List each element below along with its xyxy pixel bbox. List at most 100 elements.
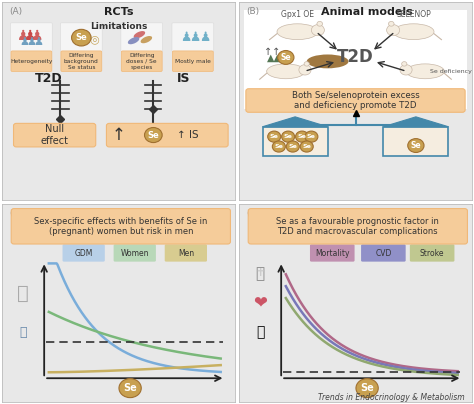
Text: Se: Se (147, 130, 159, 139)
Text: ◎: ◎ (89, 35, 99, 44)
Text: Men: Men (178, 248, 194, 257)
Text: ♟: ♟ (27, 37, 36, 46)
Ellipse shape (277, 24, 318, 40)
Circle shape (278, 50, 294, 64)
FancyBboxPatch shape (60, 23, 102, 51)
FancyBboxPatch shape (114, 244, 156, 262)
Ellipse shape (406, 64, 444, 79)
Text: ↑: ↑ (111, 126, 126, 144)
FancyBboxPatch shape (14, 123, 96, 147)
Text: Se as a favourable prognostic factor in
T2D and macrovascular complications: Se as a favourable prognostic factor in … (276, 217, 439, 236)
FancyBboxPatch shape (173, 51, 213, 72)
FancyBboxPatch shape (121, 51, 162, 72)
Text: Mortality: Mortality (315, 248, 349, 257)
Text: Null
effect: Null effect (41, 124, 69, 146)
Text: Se: Se (281, 53, 291, 62)
Text: ✝: ✝ (255, 268, 265, 278)
Text: (C): (C) (9, 209, 23, 218)
Text: ♟: ♟ (31, 29, 44, 43)
Polygon shape (263, 117, 328, 127)
FancyBboxPatch shape (172, 23, 214, 51)
Circle shape (145, 128, 162, 143)
Text: Se: Se (284, 134, 292, 139)
Circle shape (273, 141, 285, 152)
Text: Animal models: Animal models (321, 7, 413, 17)
Text: Differing
doses / Se
species: Differing doses / Se species (127, 53, 157, 69)
FancyBboxPatch shape (11, 208, 230, 244)
Text: (D): (D) (246, 209, 260, 218)
Ellipse shape (141, 36, 152, 43)
FancyBboxPatch shape (244, 10, 467, 109)
FancyBboxPatch shape (310, 244, 355, 262)
Text: Differing
background
Se status: Differing background Se status (64, 53, 99, 69)
Circle shape (286, 141, 299, 152)
Text: Mostly male: Mostly male (175, 59, 211, 64)
Text: SELENOP: SELENOP (396, 11, 431, 19)
Circle shape (282, 131, 295, 142)
Text: Se and T2D prognosis: Se and T2D prognosis (299, 209, 435, 219)
Ellipse shape (311, 25, 324, 36)
Ellipse shape (317, 21, 322, 26)
FancyBboxPatch shape (11, 51, 52, 72)
Text: ⬛: ⬛ (255, 266, 265, 281)
Circle shape (72, 29, 91, 46)
Ellipse shape (267, 64, 305, 79)
Text: CVD: CVD (375, 248, 392, 257)
Ellipse shape (389, 21, 394, 26)
Ellipse shape (393, 24, 434, 40)
Text: (A): (A) (9, 7, 22, 16)
Text: ♟: ♟ (190, 31, 201, 44)
Text: Sex-specific effects with benefits of Se in
(pregnant) women but risk in men: Sex-specific effects with benefits of Se… (34, 217, 208, 236)
Ellipse shape (128, 37, 139, 44)
Text: ↑↑: ↑↑ (264, 46, 280, 57)
Circle shape (119, 379, 141, 398)
Text: Se: Se (274, 144, 283, 149)
Text: Se: Se (123, 383, 137, 393)
Text: Se: Se (298, 134, 307, 139)
Polygon shape (383, 117, 448, 127)
Text: Se: Se (288, 144, 297, 149)
Circle shape (300, 141, 313, 152)
Ellipse shape (299, 65, 311, 75)
Text: Gpx1 OE: Gpx1 OE (281, 11, 314, 19)
FancyBboxPatch shape (263, 127, 328, 156)
Text: Se: Se (360, 383, 374, 393)
Text: ↑ IS: ↑ IS (177, 130, 199, 140)
Text: Trends in Endocrinology & Metabolism: Trends in Endocrinology & Metabolism (318, 393, 465, 402)
Ellipse shape (400, 65, 412, 75)
Text: T2D: T2D (35, 72, 63, 85)
FancyBboxPatch shape (410, 244, 455, 262)
Text: Se: Se (302, 144, 311, 149)
Text: T2D: T2D (337, 48, 374, 66)
Text: (B): (B) (246, 7, 259, 16)
FancyBboxPatch shape (165, 244, 207, 262)
Text: ❤: ❤ (253, 294, 267, 312)
Ellipse shape (304, 62, 310, 66)
Ellipse shape (401, 62, 407, 66)
FancyBboxPatch shape (121, 23, 163, 51)
Text: ♟: ♟ (24, 29, 36, 43)
Text: ♟: ♟ (180, 31, 191, 44)
FancyBboxPatch shape (383, 127, 448, 156)
Circle shape (296, 131, 309, 142)
FancyBboxPatch shape (63, 244, 105, 262)
Text: ♟: ♟ (19, 37, 29, 46)
Text: 🧍: 🧍 (18, 284, 29, 303)
Text: GDM: GDM (74, 248, 93, 257)
FancyBboxPatch shape (107, 123, 228, 147)
Circle shape (408, 139, 424, 152)
Circle shape (268, 131, 281, 142)
Text: ▲▲: ▲▲ (267, 53, 282, 63)
Text: Stroke: Stroke (420, 248, 445, 257)
Text: Se deficiency: Se deficiency (430, 69, 472, 74)
Text: Se: Se (410, 141, 421, 150)
Ellipse shape (134, 31, 145, 38)
FancyBboxPatch shape (246, 89, 465, 112)
Text: Heterogeneity: Heterogeneity (10, 59, 53, 64)
Text: 📱: 📱 (19, 326, 27, 339)
Text: Observational evidence: Observational evidence (50, 209, 197, 219)
Text: Women: Women (120, 248, 149, 257)
FancyBboxPatch shape (61, 51, 102, 72)
FancyBboxPatch shape (361, 244, 406, 262)
Text: RCTs: RCTs (104, 7, 133, 17)
